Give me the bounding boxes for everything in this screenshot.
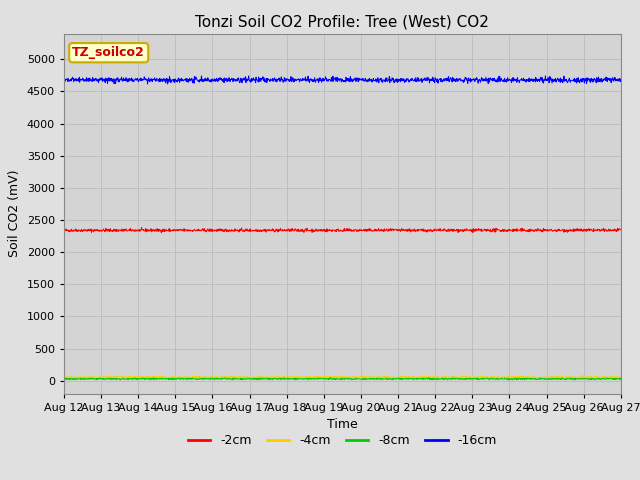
-2cm — [103, 228, 111, 233]
Line: -8cm: -8cm — [64, 378, 621, 380]
Line: -4cm: -4cm — [64, 375, 621, 379]
-16cm — [319, 76, 326, 82]
-4cm — [297, 373, 305, 379]
-2cm — [378, 228, 385, 234]
-2cm — [126, 226, 134, 232]
-8cm — [60, 377, 68, 383]
-4cm — [378, 374, 385, 380]
-4cm — [103, 374, 111, 380]
-4cm — [318, 375, 326, 381]
Title: Tonzi Soil CO2 Profile: Tree (West) CO2: Tonzi Soil CO2 Profile: Tree (West) CO2 — [195, 15, 490, 30]
-8cm — [318, 375, 326, 381]
-8cm — [326, 375, 334, 381]
-16cm — [378, 76, 385, 82]
-16cm — [60, 78, 68, 84]
-8cm — [378, 376, 385, 382]
-4cm — [126, 373, 134, 379]
-16cm — [297, 78, 305, 84]
-4cm — [308, 374, 316, 380]
Line: -2cm: -2cm — [64, 228, 621, 233]
-16cm — [126, 75, 134, 81]
Legend: -2cm, -4cm, -8cm, -16cm: -2cm, -4cm, -8cm, -16cm — [183, 429, 502, 452]
-8cm — [505, 377, 513, 383]
-16cm — [617, 79, 625, 84]
-16cm — [244, 73, 252, 79]
X-axis label: Time: Time — [327, 418, 358, 431]
-2cm — [157, 230, 165, 236]
-4cm — [617, 374, 625, 380]
-2cm — [308, 227, 316, 232]
-2cm — [617, 227, 625, 233]
-2cm — [297, 228, 305, 234]
-2cm — [319, 227, 326, 233]
-8cm — [617, 376, 625, 382]
-8cm — [126, 376, 134, 382]
-16cm — [103, 75, 111, 81]
Text: TZ_soilco2: TZ_soilco2 — [72, 46, 145, 59]
Line: -16cm: -16cm — [64, 76, 621, 84]
-8cm — [308, 376, 316, 382]
-2cm — [60, 227, 68, 233]
-8cm — [103, 376, 111, 382]
-4cm — [60, 374, 68, 380]
-4cm — [579, 372, 586, 378]
-8cm — [296, 376, 304, 382]
-16cm — [308, 78, 316, 84]
-16cm — [164, 81, 172, 87]
-4cm — [255, 376, 262, 382]
-2cm — [138, 225, 145, 230]
Y-axis label: Soil CO2 (mV): Soil CO2 (mV) — [8, 170, 21, 257]
